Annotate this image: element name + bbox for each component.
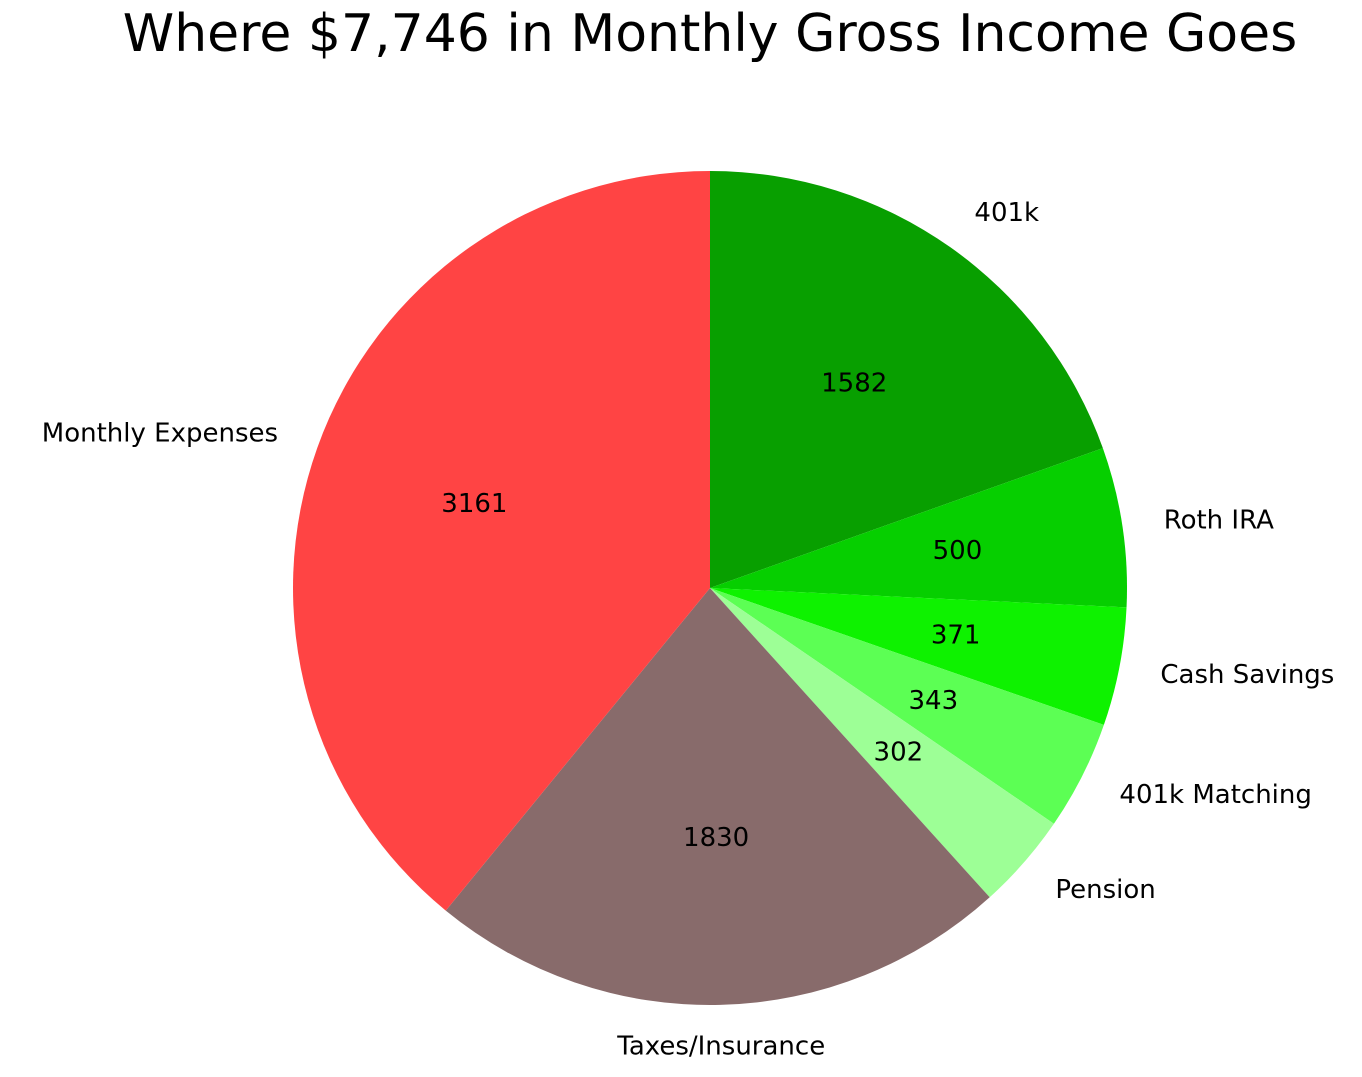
slice-label-roth-ira: Roth IRA [1164, 505, 1274, 535]
value-label-cash-savings: 371 [931, 620, 981, 650]
value-label-401k: 1582 [821, 369, 887, 399]
pie-slice-roth-ira [710, 448, 1128, 608]
pie-slice-401k-matching [710, 588, 1104, 824]
chart-title: Where $7,746 in Monthly Gross Income Goe… [122, 4, 1298, 64]
slice-label-401k: 401k [974, 198, 1039, 228]
value-label-monthly-expenses: 3161 [441, 489, 507, 519]
slice-label-401k-matching: 401k Matching [1119, 780, 1312, 810]
pie-slice-cash-savings [710, 588, 1127, 725]
pie-slice-monthly-expenses [293, 171, 710, 911]
pie-slice-pension [710, 588, 1054, 898]
slice-label-cash-savings: Cash Savings [1160, 660, 1334, 690]
pie-slice-401k [710, 171, 1103, 588]
slice-label-taxes-insurance: Taxes/Insurance [616, 1032, 825, 1062]
slice-label-pension: Pension [1055, 875, 1155, 905]
value-label-401k-matching: 343 [908, 686, 958, 716]
value-label-roth-ira: 500 [933, 536, 983, 566]
value-label-taxes-insurance: 1830 [683, 823, 749, 853]
slice-label-monthly-expenses: Monthly Expenses [42, 419, 278, 449]
pie-slice-taxes-insurance [445, 588, 990, 1005]
value-label-pension: 302 [874, 738, 924, 768]
